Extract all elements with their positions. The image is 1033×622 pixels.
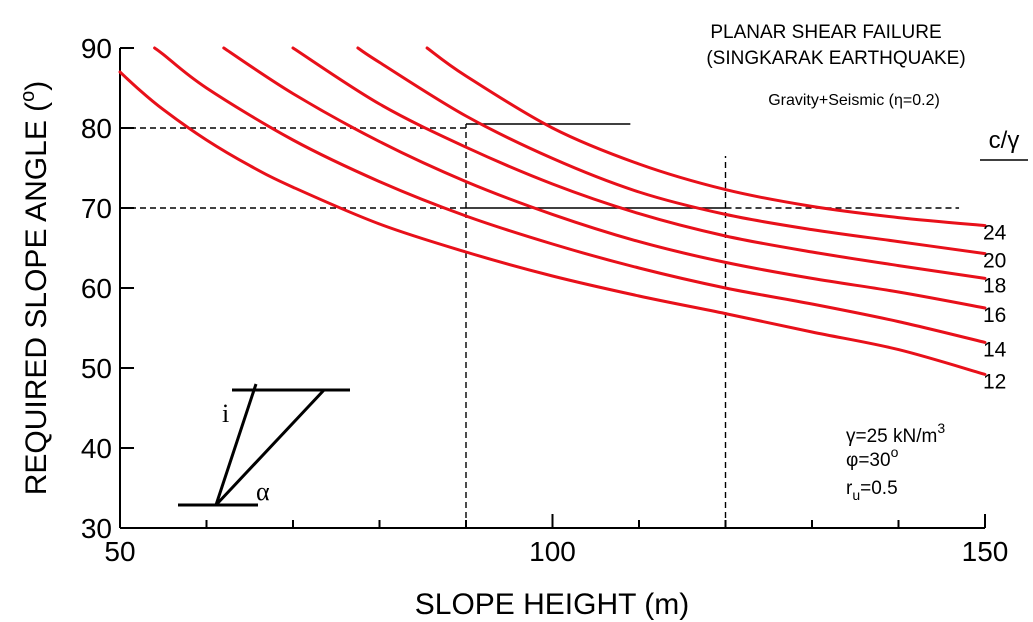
param-ru-value: =0.5 <box>860 478 898 499</box>
param-ru-sub: u <box>852 487 860 503</box>
param-phi: φ=30o <box>846 444 899 471</box>
y-tick-label: 30 <box>81 513 112 544</box>
x-tick-label: 100 <box>529 536 576 567</box>
x-tick-label: 50 <box>104 536 135 567</box>
param-ru-text: r <box>846 478 853 499</box>
y-tick-label: 80 <box>81 113 112 144</box>
x-tick-label: 150 <box>962 536 1009 567</box>
param-phi-sup: o <box>891 444 899 460</box>
param-gamma-text: γ=25 kN/m <box>846 426 937 447</box>
curve-label-20: 20 <box>983 250 1006 273</box>
curve-cgamma-16 <box>222 46 987 310</box>
chart-subtitle: Gravity+Seismic (η=0.2) <box>768 92 940 109</box>
inset-failure-plane <box>214 388 326 507</box>
param-gamma-sup: 3 <box>937 420 945 436</box>
x-axis-title: SLOPE HEIGHT (m) <box>415 588 689 621</box>
y-tick-label: 90 <box>81 33 112 64</box>
curve-cgamma-14 <box>153 46 987 344</box>
curve-cgamma-20 <box>356 46 987 256</box>
y-axis-title: REQUIRED SLOPE ANGLE (o) <box>17 81 53 496</box>
y-tick-label: 50 <box>81 353 112 384</box>
y-tick-label: 70 <box>81 193 112 224</box>
curve-label-16: 16 <box>983 304 1006 327</box>
curve-label-24: 24 <box>983 222 1007 245</box>
slope-sketch-inset: i α <box>178 383 350 507</box>
curves <box>118 46 987 376</box>
y-tick-label: 40 <box>81 433 112 464</box>
chart-title-line-1: PLANAR SHEAR FAILURE <box>710 22 941 43</box>
param-phi-text: φ=30 <box>846 450 891 471</box>
inset-label-i: i <box>222 399 229 428</box>
ticks: 50 100 150 30 40 50 60 70 80 90 <box>81 33 1009 567</box>
inset-slope-face <box>214 383 258 506</box>
chart-title-line-2: (SINGKARAK EARTHQUAKE) <box>706 48 965 69</box>
legend-title: c/γ <box>989 127 1020 154</box>
curve-cgamma-24 <box>425 46 987 228</box>
curve-label-14: 14 <box>983 338 1007 361</box>
param-gamma: γ=25 kN/m3 <box>846 420 945 447</box>
curve-label-18: 18 <box>983 274 1006 297</box>
curve-cgamma-18 <box>291 46 987 280</box>
y-axis-title-text: REQUIRED SLOPE ANGLE ( <box>20 102 53 495</box>
curve-cgamma-12 <box>118 70 987 376</box>
param-ru: ru=0.5 <box>846 478 898 503</box>
y-axis-title-degree: o <box>17 91 39 102</box>
y-axis-title-close: ) <box>20 81 53 91</box>
inset-label-alpha: α <box>256 477 270 506</box>
reference-lines <box>120 123 960 528</box>
curve-label-12: 12 <box>983 370 1006 393</box>
y-tick-label: 60 <box>81 273 112 304</box>
